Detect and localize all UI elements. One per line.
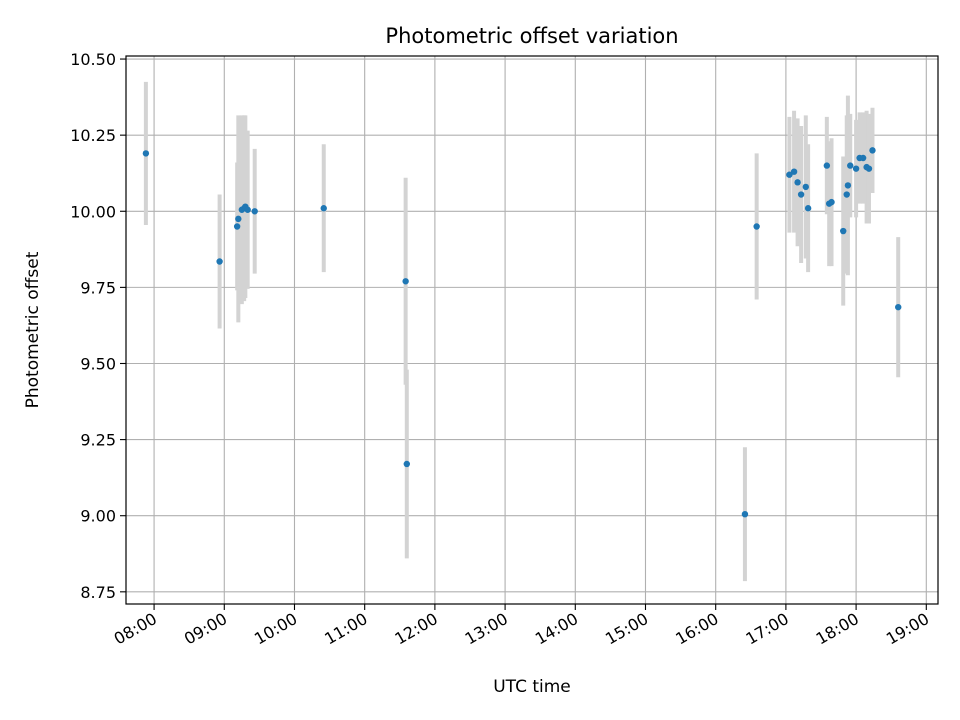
y-tick-label: 10.00 bbox=[70, 202, 116, 221]
y-tick-label: 10.25 bbox=[70, 126, 116, 145]
y-axis: 8.75 9.00 9.25 9.50 9.75 10.00 10.25 10.50 bbox=[70, 50, 126, 602]
data-point bbox=[823, 162, 831, 169]
data-point bbox=[869, 147, 876, 154]
data-point bbox=[844, 182, 852, 189]
data-point bbox=[235, 215, 242, 223]
y-tick-label: 9.75 bbox=[80, 278, 116, 297]
y-tick-label: 9.50 bbox=[80, 354, 116, 373]
x-axis-label: UTC time bbox=[493, 677, 571, 697]
data-point bbox=[786, 171, 793, 178]
data-point bbox=[843, 191, 850, 198]
data-point bbox=[852, 165, 860, 172]
data-point bbox=[233, 223, 241, 230]
y-tick-label: 8.75 bbox=[80, 583, 116, 602]
y-tick-label: 9.25 bbox=[80, 431, 116, 450]
data-point bbox=[804, 205, 812, 212]
data-point bbox=[859, 154, 867, 162]
y-tick-label: 10.50 bbox=[70, 50, 116, 69]
data-point bbox=[865, 165, 873, 172]
data-point bbox=[216, 258, 223, 265]
data-point bbox=[828, 198, 835, 206]
data-point bbox=[840, 227, 847, 235]
plot-frame bbox=[125, 55, 939, 605]
data-point bbox=[741, 510, 749, 518]
y-axis-label: Photometric offset bbox=[23, 251, 43, 408]
data-point bbox=[403, 460, 411, 468]
data-point bbox=[753, 223, 760, 230]
data-point bbox=[320, 205, 327, 212]
data-point bbox=[797, 191, 805, 198]
data-point bbox=[244, 206, 251, 213]
data-point bbox=[802, 183, 809, 191]
data-point bbox=[790, 168, 798, 175]
data-point bbox=[402, 278, 409, 285]
data-point bbox=[142, 150, 150, 157]
chart-title: Photometric offset variation bbox=[385, 24, 678, 48]
data-points bbox=[142, 147, 902, 518]
data-point bbox=[847, 162, 854, 169]
data-point bbox=[251, 208, 258, 215]
data-point bbox=[794, 179, 801, 186]
data-point bbox=[895, 303, 902, 311]
y-tick-label: 9.00 bbox=[80, 507, 116, 526]
